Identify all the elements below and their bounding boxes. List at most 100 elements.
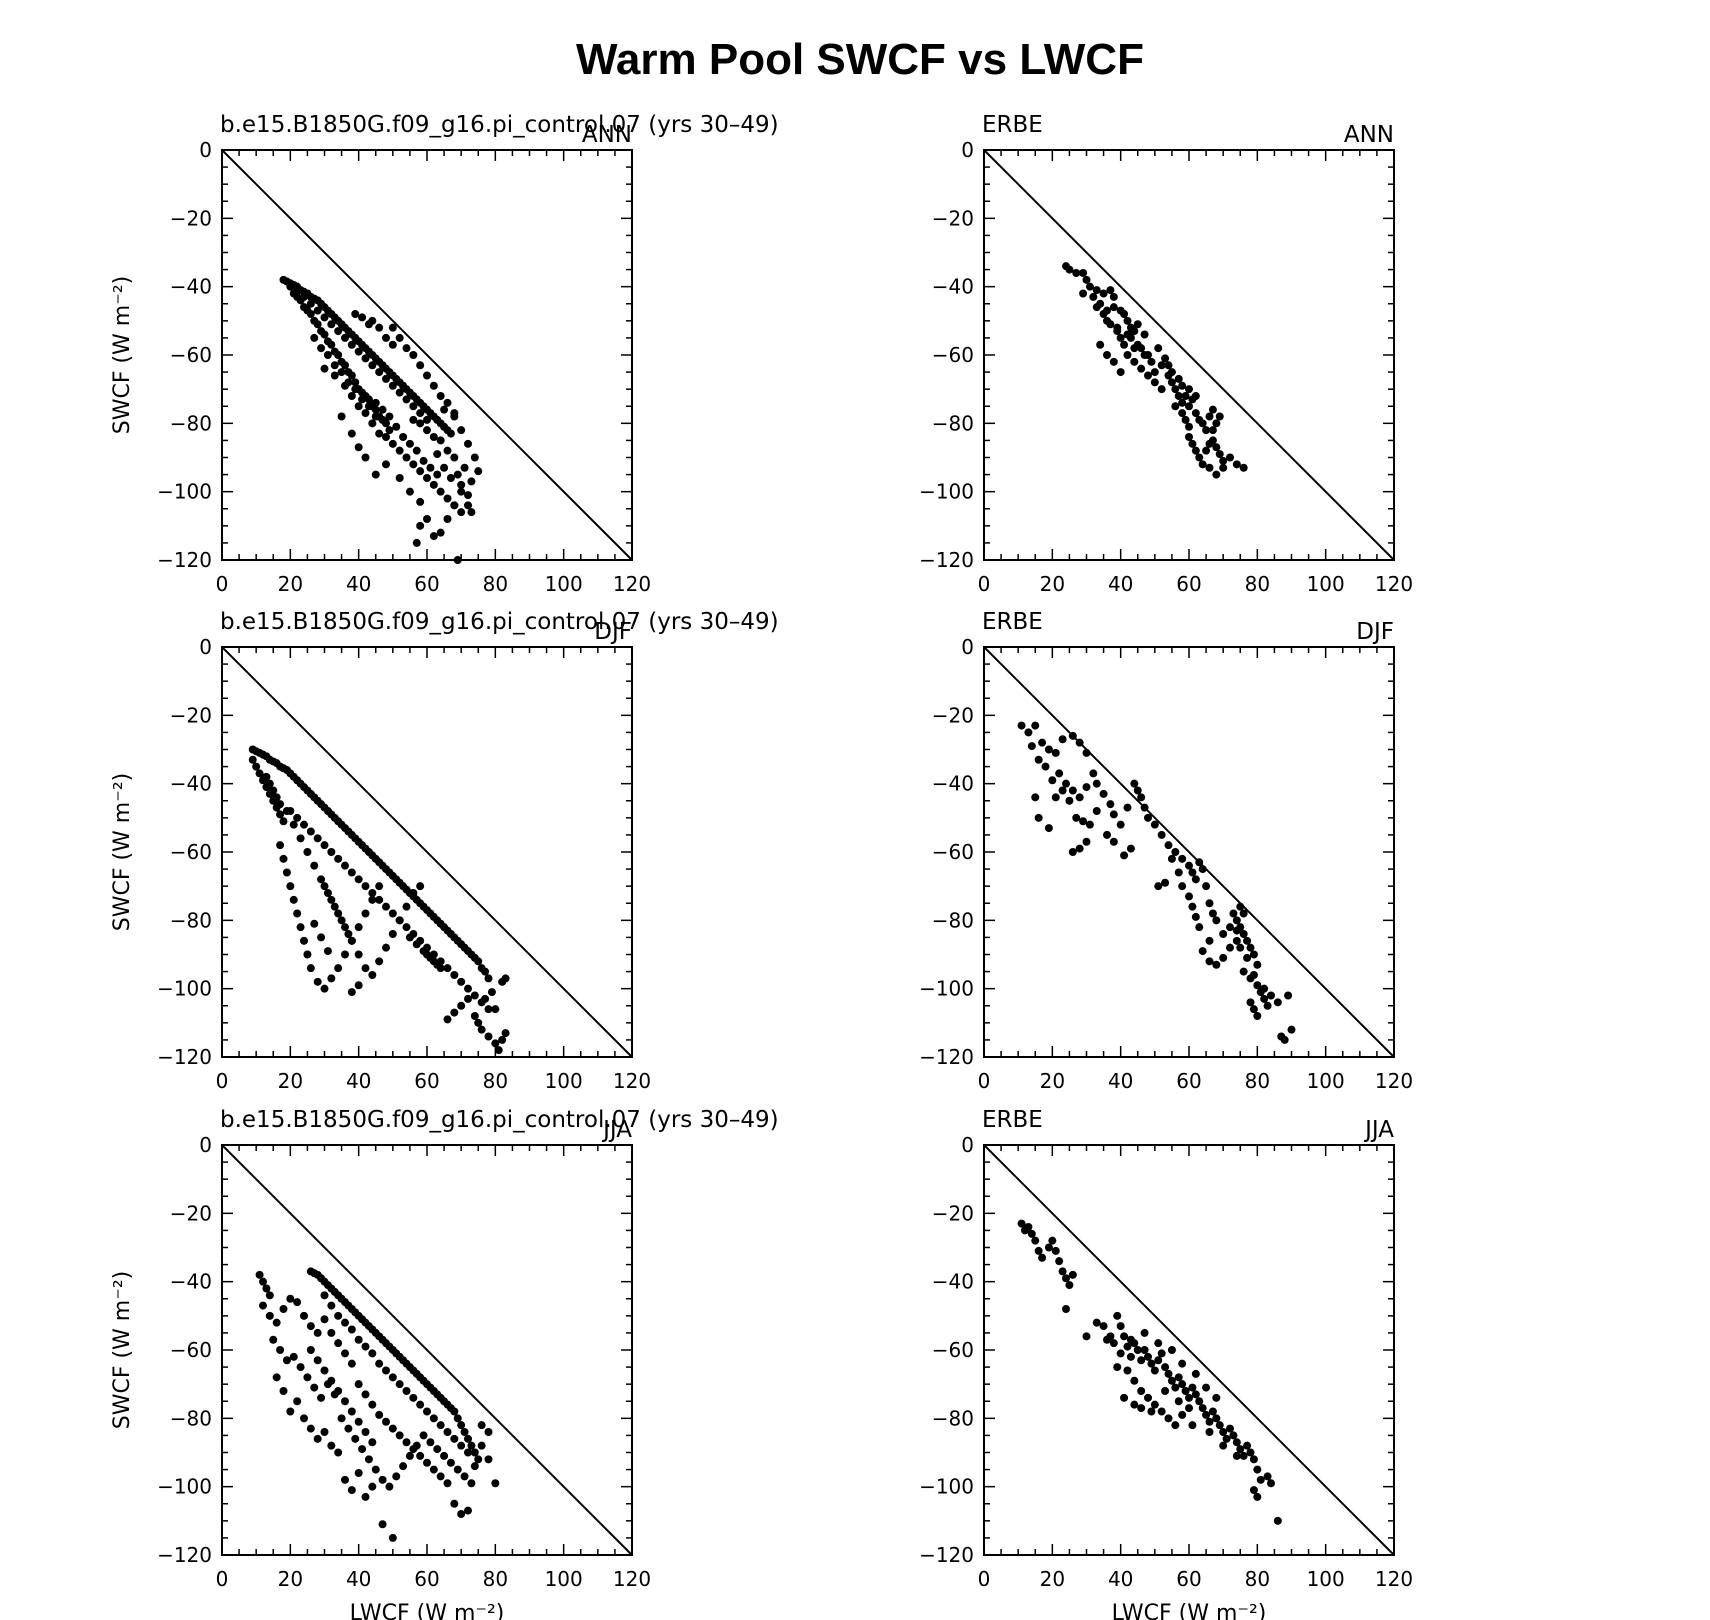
scatter-point	[320, 1366, 329, 1375]
scatter-point	[1154, 1339, 1163, 1348]
scatter-point	[412, 538, 421, 547]
y-tick-label: −80	[170, 1406, 212, 1430]
scatter-point	[481, 967, 490, 976]
scatter-point	[484, 1455, 493, 1464]
y-tick-label: −100	[157, 1475, 212, 1499]
scatter-point	[385, 426, 394, 435]
y-tick-label: 0	[199, 138, 212, 162]
scatter-point	[286, 282, 295, 291]
scatter-point	[416, 467, 425, 476]
scatter-point	[395, 446, 404, 455]
y-tick-label: −100	[157, 480, 212, 504]
scatter-point	[1208, 436, 1217, 445]
scatter-point	[347, 936, 356, 945]
scatter-point	[1038, 738, 1047, 747]
scatter-point	[1113, 1311, 1122, 1320]
scatter-point	[1178, 381, 1187, 390]
scatter-point	[423, 515, 431, 523]
scatter-point	[1038, 1253, 1047, 1262]
y-tick-label: −20	[170, 206, 212, 230]
x-tick-label: 120	[613, 1567, 651, 1591]
y-tick-label: −120	[919, 1045, 974, 1069]
scatter-panel-6: 0 20 40 60 80 100 120 0 −20 −40 −60 −80 −100 −120 ERBE…	[919, 1107, 1413, 1620]
scatter-point	[1232, 916, 1241, 925]
scatter-point	[453, 470, 462, 479]
y-tick-label: −100	[157, 977, 212, 1001]
scatter-point	[1188, 868, 1197, 877]
y-tick-label: −80	[932, 908, 974, 932]
scatter-point	[368, 1482, 377, 1491]
scatter-point	[337, 368, 346, 377]
scatter-point	[1181, 415, 1190, 424]
scatter-point	[416, 1400, 425, 1409]
scatter-point	[405, 487, 414, 496]
scatter-point	[440, 463, 449, 472]
scatter-point	[248, 755, 257, 764]
scatter-point	[272, 1318, 281, 1327]
scatter-point	[1133, 1346, 1142, 1354]
scatter-point	[1212, 443, 1221, 452]
scatter-point	[1202, 1410, 1211, 1419]
scatter-point	[1034, 813, 1043, 822]
scatter-point	[1167, 1346, 1176, 1354]
scatter-point	[1089, 292, 1098, 301]
scatter-point	[1263, 1001, 1272, 1010]
scatter-point	[1062, 779, 1070, 788]
scatter-point	[1195, 1397, 1204, 1406]
scatter-point	[368, 1400, 377, 1409]
scatter-point	[330, 361, 339, 370]
scatter-point	[1150, 368, 1159, 377]
scatter-point	[1048, 776, 1057, 785]
scatter-point	[470, 991, 479, 1000]
scatter-point	[1140, 1328, 1149, 1337]
scatter-point	[457, 487, 466, 496]
scatter-point	[1034, 1246, 1043, 1255]
scatter-point	[276, 810, 285, 819]
scatter-point	[1109, 303, 1118, 312]
scatter-point	[1188, 902, 1197, 911]
scatter-point	[440, 1451, 449, 1460]
scatter-point	[320, 882, 329, 891]
panel-season-label: DJF	[1356, 619, 1394, 645]
scatter-point	[375, 895, 384, 904]
scatter-point	[1178, 882, 1187, 891]
scatter-point	[334, 1339, 343, 1348]
scatter-point	[1205, 936, 1214, 945]
scatter-point	[1178, 409, 1187, 418]
scatter-point	[323, 889, 332, 897]
scatter-point	[1113, 1363, 1122, 1372]
scatter-point	[1092, 779, 1101, 788]
scatter-panel-5: 0 20 40 60 80 100 120 0 −20 −40 −60 −80 −100 −120 b.e1…	[110, 1107, 779, 1620]
panel-left-title: b.e15.B1850G.f09_g16.pi_control.07 (yrs …	[220, 609, 779, 635]
scatter-point	[388, 1373, 397, 1382]
scatter-point	[337, 412, 346, 421]
scatter-point	[450, 453, 459, 462]
scatter-point	[327, 1301, 336, 1310]
scatter-point	[1051, 1246, 1060, 1255]
y-tick-label: −80	[170, 908, 212, 932]
scatter-point	[341, 333, 349, 342]
scatter-point	[1150, 1366, 1159, 1375]
scatter-point	[262, 1284, 271, 1293]
scatter-point	[436, 1472, 445, 1481]
scatter-panel-2: 0 20 40 60 80 100 120 0 −20 −40 −60 −80 −100 −120 ERBE…	[919, 112, 1413, 596]
scatter-point	[453, 1414, 462, 1423]
scatter-point	[1120, 340, 1129, 349]
scatter-point	[416, 521, 425, 530]
scatter-point	[1208, 405, 1217, 414]
scatter-point	[351, 378, 360, 387]
scatter-point	[1205, 899, 1214, 908]
scatter-point	[364, 402, 373, 411]
scatter-point	[1222, 1434, 1231, 1443]
scatter-point	[453, 1465, 462, 1474]
scatter-point	[334, 1311, 343, 1320]
scatter-point	[375, 1410, 384, 1419]
scatter-point	[1123, 351, 1132, 359]
scatter-point	[1120, 1393, 1129, 1402]
scatter-point	[1027, 742, 1036, 751]
scatter-point	[1140, 1346, 1149, 1354]
scatter-point	[474, 467, 483, 476]
x-tick-label: 60	[414, 1567, 439, 1591]
scatter-point	[296, 923, 305, 932]
scatter-point	[467, 477, 476, 486]
